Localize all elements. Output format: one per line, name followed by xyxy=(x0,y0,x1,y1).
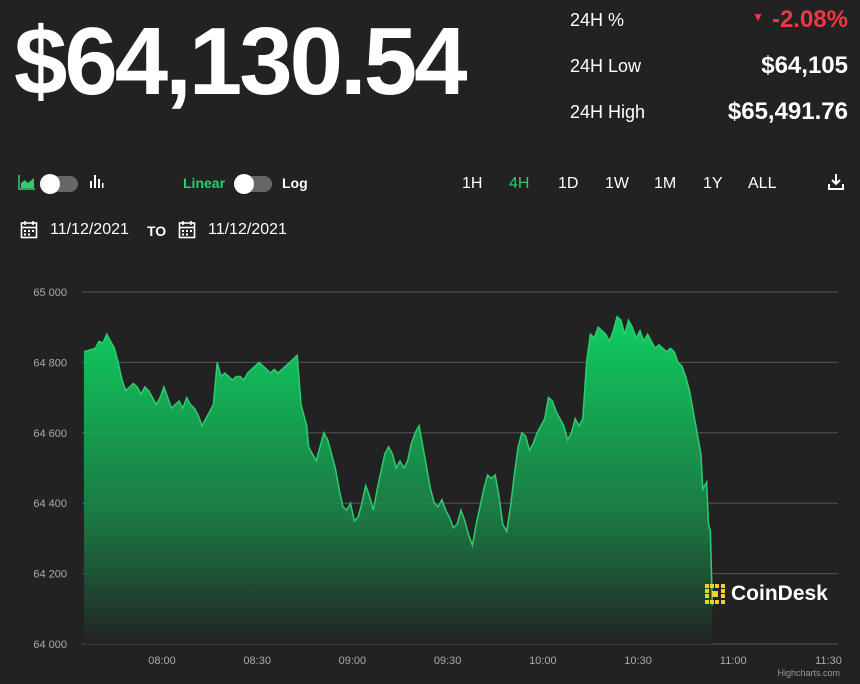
y-tick-label: 64 600 xyxy=(33,428,67,440)
change-value: ▼ -2.08% xyxy=(752,6,848,34)
highcharts-credit[interactable]: Highcharts.com xyxy=(777,668,840,678)
range-1y[interactable]: 1Y xyxy=(703,175,723,192)
coindesk-logo: CoinDesk xyxy=(703,582,828,608)
x-tick-label: 11:00 xyxy=(720,655,747,667)
area-chart-icon[interactable] xyxy=(18,174,36,195)
calendar-icon[interactable] xyxy=(178,220,196,244)
range-1w[interactable]: 1W xyxy=(605,175,629,192)
y-tick-label: 65 000 xyxy=(33,287,67,299)
date-to[interactable]: 11/12/2021 xyxy=(208,221,287,238)
x-tick-label: 08:00 xyxy=(148,655,176,667)
scale-linear-label[interactable]: Linear xyxy=(183,175,226,191)
chart-toolbar: Linear Log 1H 4H 1D 1W 1M 1Y ALL xyxy=(0,170,860,198)
price-line xyxy=(83,315,714,606)
y-tick-label: 64 800 xyxy=(33,357,67,369)
bar-chart-icon[interactable] xyxy=(88,173,104,194)
x-tick-label: 11:30 xyxy=(815,655,842,667)
range-4h[interactable]: 4H xyxy=(509,175,530,192)
x-tick-label: 10:30 xyxy=(624,655,652,667)
download-icon[interactable] xyxy=(826,172,846,197)
range-1h[interactable]: 1H xyxy=(462,175,483,192)
y-tick-label: 64 000 xyxy=(33,639,67,651)
chart-type-toggle[interactable] xyxy=(40,174,78,194)
range-1d[interactable]: 1D xyxy=(558,175,579,192)
coindesk-logo-icon xyxy=(705,584,725,604)
price-area xyxy=(83,316,713,644)
x-tick-label: 09:30 xyxy=(434,655,462,667)
high-value: $65,491.76 xyxy=(727,98,848,125)
y-tick-label: 64 400 xyxy=(33,498,67,510)
x-tick-label: 08:30 xyxy=(243,655,271,667)
scale-toggle[interactable] xyxy=(234,174,272,194)
scale-log-label[interactable]: Log xyxy=(282,175,308,191)
low-value: $64,105 xyxy=(761,52,848,79)
toggle-knob xyxy=(40,174,60,194)
date-from[interactable]: 11/12/2021 xyxy=(50,221,129,238)
date-to-label: TO xyxy=(147,223,167,239)
price-chart[interactable]: 64 000 64 200 64 400 64 600 64 800 65 000 08:… xyxy=(0,270,860,680)
range-1m[interactable]: 1M xyxy=(654,175,677,192)
x-tick-label: 09:00 xyxy=(339,655,367,667)
range-all[interactable]: ALL xyxy=(748,175,777,192)
down-arrow-icon: ▼ xyxy=(752,10,764,24)
y-tick-label: 64 200 xyxy=(33,569,67,581)
x-tick-label: 10:00 xyxy=(529,655,557,667)
date-range: 11/12/2021 TO 11/12/2021 xyxy=(0,218,500,242)
change-value-text: -2.08% xyxy=(771,6,848,33)
toggle-knob xyxy=(234,174,254,194)
coindesk-logo-text: CoinDesk xyxy=(731,582,828,605)
low-label: 24H Low xyxy=(570,56,642,76)
calendar-icon[interactable] xyxy=(20,220,38,244)
high-label: 24H High xyxy=(570,102,646,122)
current-price: $64,130.54 xyxy=(14,8,467,115)
change-label: 24H % xyxy=(570,10,625,30)
